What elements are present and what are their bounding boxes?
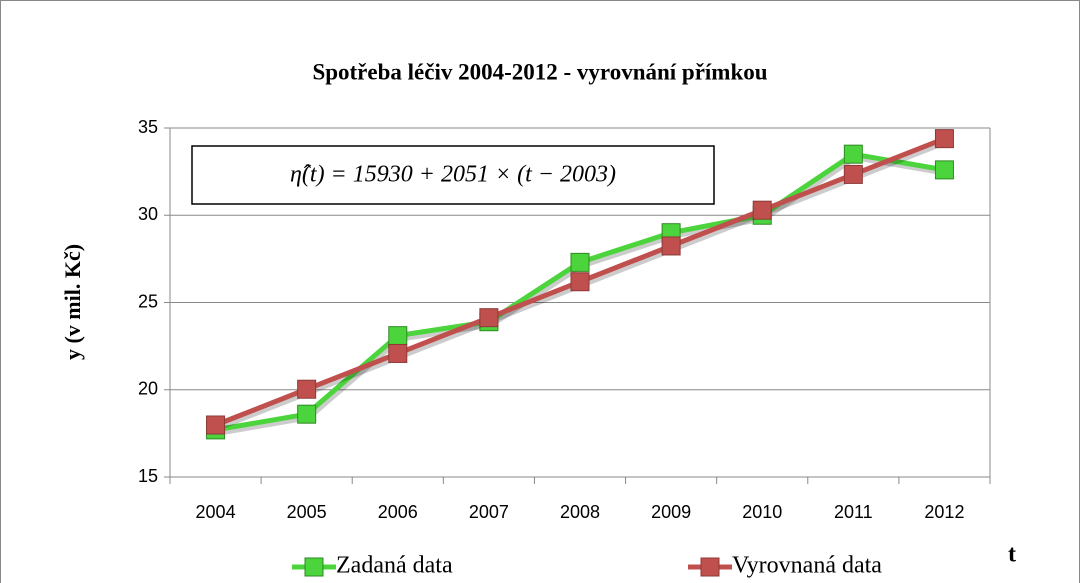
legend-label: Vyrovnaná data	[732, 553, 882, 579]
marker	[843, 164, 863, 184]
marker	[752, 200, 772, 220]
marker	[297, 404, 317, 424]
y-tick-label: 25	[138, 291, 158, 311]
annotation: η̂(t) = 15930 + 2051 × (t − 2003)	[290, 162, 616, 188]
marker	[388, 326, 408, 346]
marker	[479, 308, 499, 328]
legend-label: Zadaná data	[336, 553, 453, 579]
marker	[843, 144, 863, 164]
x-tick-label: 2011	[834, 502, 873, 522]
annotation-box	[191, 145, 715, 205]
x-tick-label: 2006	[378, 502, 418, 522]
x-axis-label: t	[1008, 542, 1016, 568]
x-tick-label: 2010	[742, 502, 782, 522]
x-tick-label: 2004	[196, 502, 236, 522]
x-tick-label: 2012	[924, 502, 964, 522]
y-tick-label: 20	[138, 379, 158, 399]
x-tick-label: 2008	[560, 502, 600, 522]
marker	[297, 379, 317, 399]
y-tick-label: 15	[138, 466, 158, 486]
legend-marker	[700, 557, 720, 577]
y-tick-label: 30	[138, 204, 158, 224]
marker	[570, 252, 590, 272]
marker	[934, 160, 954, 180]
y-tick-label: 35	[138, 117, 158, 137]
marker	[934, 129, 954, 149]
marker	[661, 236, 681, 256]
marker	[388, 343, 408, 363]
chart-title: Spotřeba léčiv 2004-2012 - vyrovnání pří…	[312, 59, 767, 84]
y-axis-label: y (v mil. Kč)	[60, 244, 85, 360]
x-tick-label: 2005	[287, 502, 327, 522]
marker	[570, 272, 590, 292]
x-tick-label: 2007	[469, 502, 509, 522]
marker	[206, 415, 226, 435]
x-tick-label: 2009	[651, 502, 691, 522]
legend-marker	[304, 557, 324, 577]
